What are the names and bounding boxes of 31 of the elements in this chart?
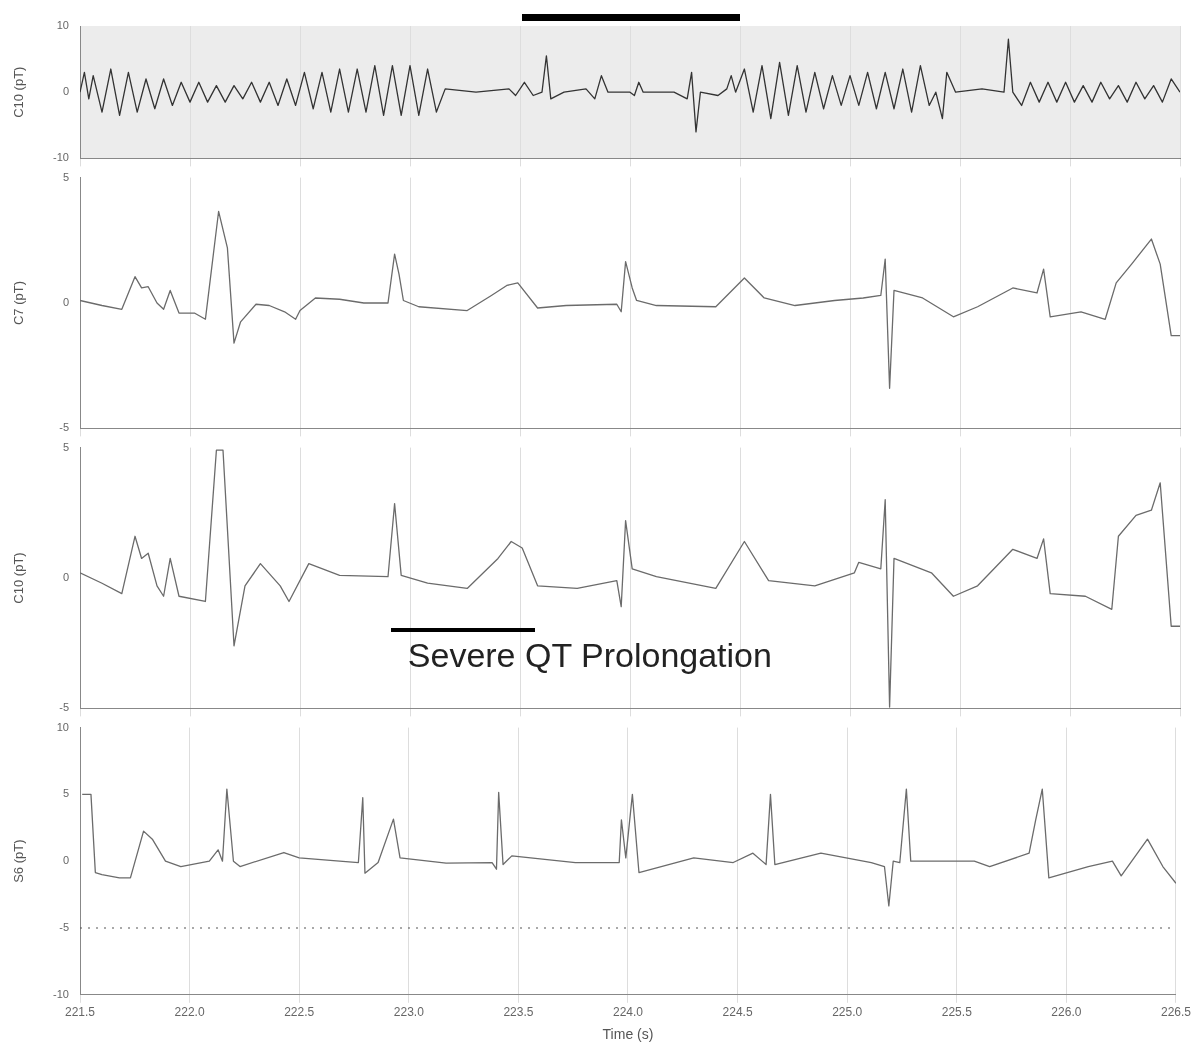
y-tick-label: 0 [62,296,69,309]
y-tick-label: -5 [59,701,69,714]
y-tick-label: -5 [59,921,69,934]
y-tick-label: -10 [53,151,69,164]
y-tick-label: -10 [53,987,69,1000]
y-tick-label: 0 [62,85,69,98]
y-tick-label: 10 [56,19,69,32]
x-tick-label: 225.5 [941,1005,973,1020]
x-axis-title: Time (s) [602,1026,654,1043]
y-tick-label: 10 [56,720,69,733]
y-tick-label: 5 [62,787,69,800]
annotation: Severe QT Prolongation [407,635,772,674]
x-tick-label: 222.0 [174,1005,205,1020]
y-axis-title: C10 (pT) [11,552,27,604]
x-tick-label: 226.0 [1051,1005,1082,1020]
y-tick-label: -5 [59,421,69,434]
y-axis-title: S6 (pT) [11,839,27,883]
x-tick-label: 223.5 [503,1005,534,1020]
x-tick-label: 223.0 [393,1005,425,1020]
x-tick-label: 224.5 [722,1005,753,1020]
x-tick-label: 221.5 [64,1005,96,1020]
y-axis-title: C7 (pT) [11,280,27,326]
y-axis-title: C10 (pT) [11,66,27,118]
y-tick-label: 5 [62,440,69,453]
x-tick-label: 225.0 [832,1005,863,1020]
y-tick-label: 5 [62,170,69,183]
x-tick-label: 224.0 [612,1005,644,1020]
y-tick-label: 0 [62,571,69,584]
x-tick-label: 226.5 [1160,1005,1192,1020]
x-tick-label: 222.5 [284,1005,315,1020]
y-tick-label: 0 [62,854,69,867]
